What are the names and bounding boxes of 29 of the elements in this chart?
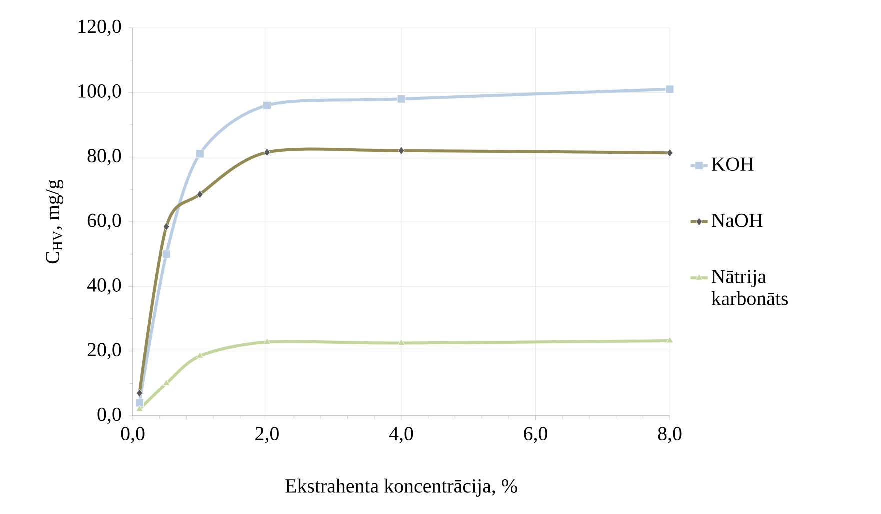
legend-label: KOH — [712, 158, 754, 172]
x-axis-title: Ekstrahenta koncentrācija, % — [286, 478, 518, 497]
y-tick-label: 60,0 — [88, 214, 122, 230]
x-tick-label: 2,0 — [256, 427, 279, 444]
point — [666, 336, 674, 344]
point — [263, 101, 272, 110]
point — [162, 379, 170, 386]
point — [136, 405, 144, 412]
x-tick-label: 8,0 — [658, 427, 682, 444]
point — [397, 94, 406, 104]
legend-label: NaOH — [712, 214, 763, 228]
y-tick-label: 80,0 — [88, 149, 122, 166]
point — [398, 339, 406, 346]
y-tick-label: 0,0 — [98, 408, 122, 424]
point — [196, 150, 204, 158]
x-tick-label: 0,0 — [121, 427, 145, 444]
legend-label: Nātrija karbonāts — [712, 270, 788, 306]
y-tick-label: 100,0 — [78, 84, 122, 101]
point — [196, 352, 204, 358]
y-tick-label: 20,0 — [88, 343, 122, 360]
y-tick-label: 120,0 — [78, 20, 122, 36]
point — [135, 398, 144, 408]
y-axis-title: C$_{HV}$, mg/g — [46, 180, 64, 264]
x-tick-label: 4,0 — [389, 427, 414, 444]
y-tick-label: 40,0 — [87, 278, 122, 295]
x-tick-label: 6,0 — [524, 427, 548, 444]
point — [162, 250, 171, 259]
point — [264, 338, 271, 345]
point — [666, 85, 674, 94]
